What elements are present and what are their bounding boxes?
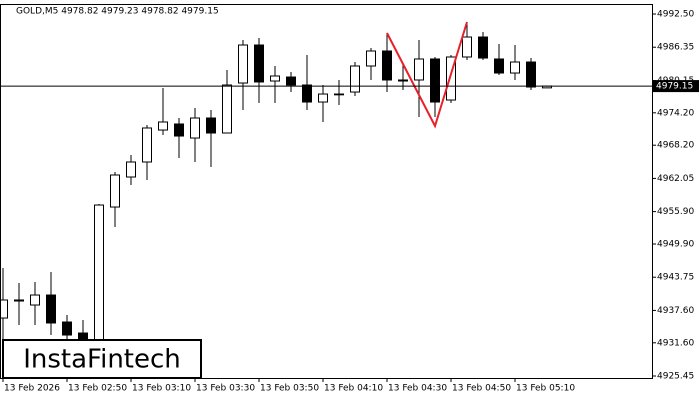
pattern-line: [386, 21, 468, 129]
x-tick-label: 13 Feb 05:10: [516, 384, 575, 394]
candle-body: [414, 58, 424, 81]
watermark-box: [2, 339, 202, 379]
candle-body: [30, 294, 40, 306]
x-tick-label: 13 Feb 04:50: [452, 384, 511, 394]
candle-body: [222, 84, 232, 134]
y-tick-label: 4962.05: [657, 174, 694, 184]
candle-body: [494, 58, 504, 74]
y-tick-label: 4931.60: [657, 338, 694, 348]
y-tick-label: 4925.45: [657, 372, 694, 382]
candle-body: [94, 204, 104, 351]
x-tick-label: 13 Feb 02:50: [68, 384, 127, 394]
x-tick-label: 13 Feb 2026: [4, 384, 60, 394]
x-tick-label: 13 Feb 04:10: [324, 384, 383, 394]
candle-body: [126, 161, 136, 178]
last-price-label: 4979.15: [656, 82, 693, 92]
candle-body: [14, 299, 24, 302]
last-price-box: [653, 80, 699, 93]
candle-body: [254, 44, 264, 83]
y-tick-label: 4955.90: [657, 207, 694, 217]
candle-body: [190, 117, 200, 139]
candle-body: [206, 117, 216, 134]
candle-body: [398, 79, 408, 82]
candle-body: [0, 299, 8, 319]
y-tick-label: 4992.50: [657, 10, 694, 20]
candle-body: [158, 121, 168, 131]
candle-body: [430, 58, 440, 103]
y-tick-label: 4974.20: [657, 108, 694, 118]
chart-title: GOLD,M5 4978.82 4979.23 4978.82 4979.15: [16, 7, 219, 17]
candle-body: [526, 61, 536, 88]
candle-body: [238, 44, 248, 84]
y-tick-label: 4986.35: [657, 43, 694, 53]
y-tick-label: 4943.75: [657, 273, 694, 283]
plot-area: [0, 21, 552, 351]
candle-body: [62, 321, 72, 336]
candle-body: [478, 36, 488, 59]
candle-body: [174, 123, 184, 137]
candle-body: [350, 65, 360, 93]
watermark: InstaFintech: [23, 345, 181, 375]
candle-body: [446, 56, 456, 101]
candle-body: [318, 93, 328, 103]
candle-body: [382, 50, 392, 81]
candle-body: [270, 75, 280, 82]
candle-body: [334, 93, 344, 96]
y-tick-label: 4968.20: [657, 141, 694, 151]
candle-body: [462, 36, 472, 58]
x-tick-label: 13 Feb 03:30: [196, 384, 255, 394]
candle-body: [366, 50, 376, 67]
candle-body: [302, 84, 312, 103]
y-tick-label: 4937.60: [657, 306, 694, 316]
candle-body: [286, 76, 296, 86]
x-tick-label: 13 Feb 03:50: [260, 384, 319, 394]
candle-body: [142, 127, 152, 163]
x-tick-label: 13 Feb 03:10: [132, 384, 191, 394]
candle-body: [110, 174, 120, 208]
plot-frame: [0, 4, 653, 379]
candle-body: [510, 61, 520, 74]
y-tick-label: 4949.90: [657, 240, 694, 250]
candle-body: [46, 294, 56, 324]
x-tick-label: 13 Feb 04:30: [388, 384, 447, 394]
